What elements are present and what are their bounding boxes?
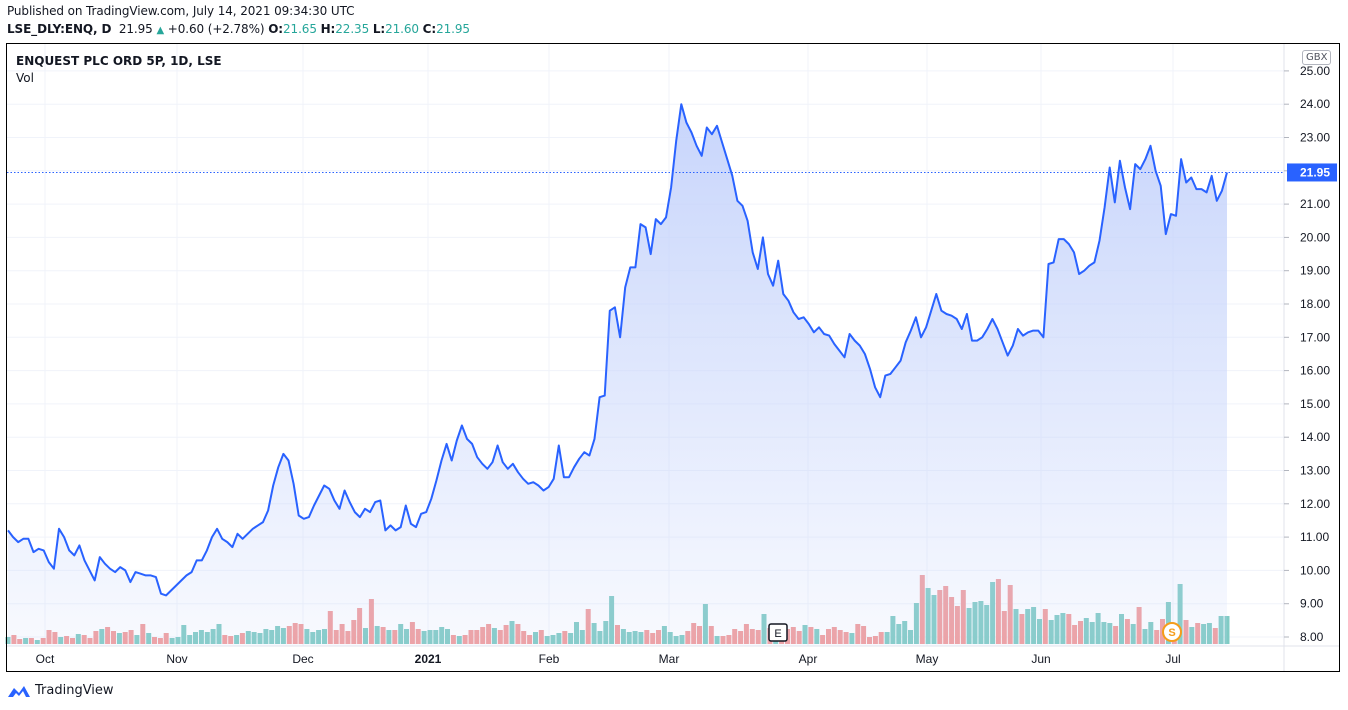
low-value: 21.60 [385, 22, 419, 36]
high-value: 22.35 [335, 22, 370, 36]
close-value: 21.95 [436, 22, 470, 36]
time-tick-label: Jun [1031, 652, 1050, 666]
earnings-marker-icon[interactable] [768, 623, 788, 642]
symbol-label: LSE_DLY:ENQ, D [7, 22, 112, 36]
ohlc-bar: LSE_DLY:ENQ, D 21.95 ▲ +0.60 (+2.78%) O:… [7, 22, 470, 36]
price-tick-label: 10.00 [1300, 563, 1330, 577]
price-axis[interactable]: 25.00 24.00 23.00 21.00 20.00 19.00 18.00 17.00… [1284, 64, 1330, 644]
legend-title: ENQUEST PLC ORD 5P, 1D, LSE [16, 54, 222, 68]
low-label: L: [372, 22, 386, 36]
dividend-marker-icon[interactable] [1162, 622, 1182, 642]
price-tick-label: 13.00 [1300, 464, 1330, 478]
time-tick-label: Dec [292, 652, 313, 666]
last-price-badge-bg [1287, 163, 1337, 182]
price-tick-label: 8.00 [1300, 630, 1324, 644]
time-tick-label: Nov [166, 652, 187, 666]
high-label: H: [320, 22, 336, 36]
price-tick-label: 15.00 [1300, 397, 1330, 411]
brand-name: TradingView [35, 683, 114, 698]
time-tick-label: Feb [539, 652, 560, 666]
last-price: 21.95 [118, 22, 153, 36]
open-value: 21.65 [283, 22, 317, 36]
triangle-up-icon: ▲ [156, 25, 165, 36]
price-tick-label: 20.00 [1300, 230, 1330, 244]
dividend-marker-label: S [1168, 627, 1175, 639]
price-tick-label: 21.00 [1300, 197, 1330, 211]
price-tick-label: 25.00 [1300, 64, 1330, 78]
price-tick-label: 14.00 [1300, 430, 1330, 444]
chart-frame [6, 43, 1340, 672]
price-tick-label: 11.00 [1300, 530, 1329, 544]
time-tick-label: Jul [1165, 652, 1180, 666]
time-tick-label: Oct [36, 652, 55, 666]
price-line [7, 103, 1228, 597]
currency-badge[interactable]: GBX [1302, 50, 1332, 65]
legend-volume-label: Vol [16, 71, 34, 85]
time-tick-label: Apr [799, 652, 818, 666]
price-change: +0.60 (+2.78%) [167, 22, 265, 36]
time-tick-label: 2021 [415, 652, 442, 666]
price-tick-label: 16.00 [1300, 364, 1330, 378]
price-tick-label: 12.00 [1300, 497, 1330, 511]
price-tick-label: 18.00 [1300, 297, 1330, 311]
earnings-marker-label: E [774, 628, 781, 640]
time-tick-label: Mar [659, 652, 680, 666]
price-tick-label: 19.00 [1300, 264, 1330, 278]
time-axis[interactable]: Oct Nov Dec 2021 Feb Mar Apr May Jun Jul [36, 652, 1181, 666]
price-tick-label: 9.00 [1300, 597, 1324, 611]
price-tick-label: 23.00 [1300, 131, 1330, 145]
published-caption: Published on TradingView.com, July 14, 2… [7, 4, 355, 18]
price-tick-label: 17.00 [1300, 330, 1330, 344]
open-label: O: [268, 22, 284, 36]
last-price-badge: 21.95 [1287, 163, 1337, 182]
time-tick-label: May [916, 652, 939, 666]
tradingview-cloud-icon [8, 685, 30, 697]
price-tick-label: 24.00 [1300, 97, 1330, 111]
last-price-badge-text: 21.95 [1300, 165, 1330, 179]
close-label: C: [422, 22, 437, 36]
tradingview-logo[interactable]: TradingView [7, 683, 114, 698]
